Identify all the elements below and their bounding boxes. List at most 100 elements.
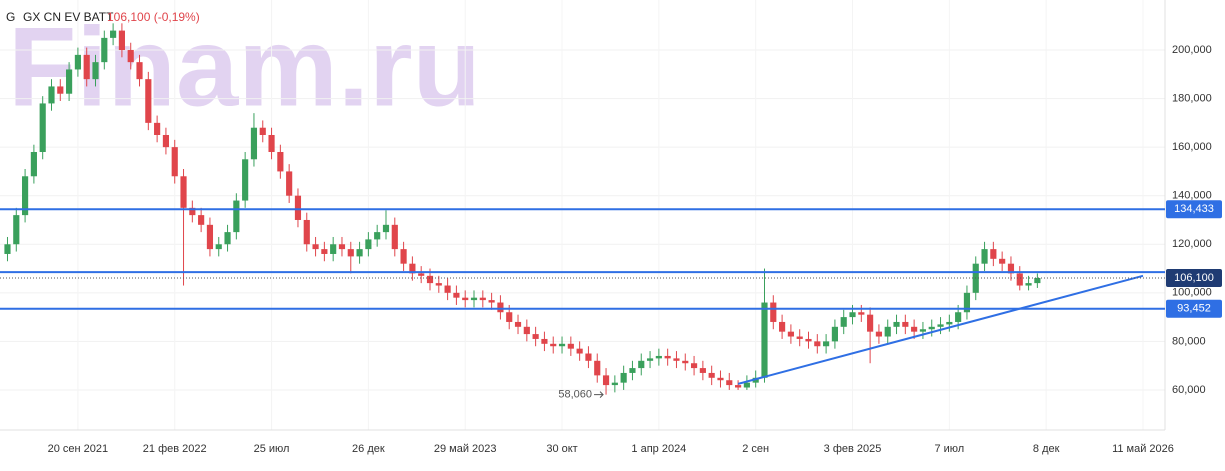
candle-body <box>990 249 997 259</box>
candle-body <box>1016 273 1023 286</box>
candle-body <box>39 103 46 152</box>
x-tick-label: 20 сен 2021 <box>48 443 109 455</box>
candle-body <box>858 312 865 315</box>
candle-body <box>48 86 55 104</box>
candle-body <box>946 321 953 325</box>
x-tick-label: 11 май 2026 <box>1112 443 1174 455</box>
candle-body <box>409 263 416 274</box>
candle-body <box>136 62 143 80</box>
candle-body <box>365 239 372 250</box>
candle-body <box>233 200 240 233</box>
candle-body <box>66 69 73 94</box>
candle-body <box>506 312 513 322</box>
candle-body <box>391 224 398 250</box>
candle-body <box>761 302 768 378</box>
candle-body <box>602 375 610 386</box>
quote: 106,100 (-0,19%) <box>107 10 200 24</box>
symbol: G <box>6 10 15 24</box>
candle-body <box>171 147 178 177</box>
candle-body <box>752 377 759 383</box>
candle-body <box>638 360 645 369</box>
candle-body <box>805 338 812 342</box>
candle-body <box>611 382 618 386</box>
candle-body <box>735 385 742 388</box>
candle-body <box>497 302 504 313</box>
candle-body <box>382 224 390 233</box>
candle-body <box>911 326 918 332</box>
x-tick-label: 29 май 2023 <box>434 443 497 455</box>
candle-body <box>224 232 231 245</box>
candle-body <box>787 331 794 337</box>
candle-body <box>937 324 944 327</box>
last-price-label: 106,100 <box>1174 272 1214 284</box>
candle-body <box>823 341 830 347</box>
candle-body <box>303 219 310 245</box>
candle-body <box>268 134 275 152</box>
candle-body <box>250 127 258 160</box>
x-tick-label: 30 окт <box>546 443 577 455</box>
candle-body <box>206 224 214 250</box>
candle-body <box>717 377 724 381</box>
candle-body <box>779 321 786 332</box>
candle-body <box>620 372 627 383</box>
candle-body <box>743 382 750 388</box>
candle-body <box>576 348 583 354</box>
candle-body <box>955 312 962 322</box>
candle-body <box>699 368 706 373</box>
level-label: 93,452 <box>1177 303 1211 315</box>
candle-body <box>664 355 671 359</box>
candle-body <box>321 249 328 254</box>
candle-body <box>875 331 883 337</box>
candle-body <box>259 127 266 135</box>
candle-body <box>884 326 891 337</box>
candle-body <box>277 151 284 172</box>
candle-body <box>726 380 733 386</box>
candle-body <box>770 302 777 322</box>
candle-body <box>867 314 874 332</box>
candle-body <box>4 244 11 254</box>
candle-body <box>462 297 469 301</box>
x-tick-label: 21 фев 2022 <box>143 443 207 455</box>
candle-body <box>286 171 293 196</box>
candle-body <box>400 249 407 264</box>
candle-body <box>83 54 90 80</box>
candle-body <box>101 37 108 63</box>
candle-body <box>708 372 715 378</box>
candle-body <box>488 300 495 303</box>
candle-body <box>963 292 971 313</box>
candle-body <box>470 297 478 301</box>
x-tick-label: 3 фев 2025 <box>824 443 882 455</box>
low-annotation: 58,060 <box>558 389 592 401</box>
candle-body <box>682 360 689 364</box>
candle-body <box>849 312 856 318</box>
candle-body <box>629 368 636 373</box>
candle-body <box>154 122 161 135</box>
candle-body <box>162 134 170 148</box>
candle-body <box>594 360 601 376</box>
candle-body <box>981 249 988 264</box>
candle-body <box>215 244 222 250</box>
x-tick-label: 7 июл <box>934 443 964 455</box>
candle-body <box>338 244 346 250</box>
x-tick-label: 25 июл <box>254 443 290 455</box>
candle-body <box>646 358 654 361</box>
candle-body <box>180 176 187 208</box>
candle-body <box>893 321 900 327</box>
candle-body <box>840 317 847 327</box>
x-tick-label: 2 сен <box>742 443 769 455</box>
candle-body <box>831 326 838 342</box>
candle-body <box>444 285 451 293</box>
candle-body <box>673 358 680 361</box>
candle-body <box>523 326 530 335</box>
candle-body <box>655 355 662 359</box>
candle-body <box>13 215 20 245</box>
candle-body <box>189 207 196 216</box>
candle-body <box>558 343 566 347</box>
candle-body <box>435 283 442 286</box>
level-label: 134,433 <box>1174 203 1214 215</box>
y-tick-label: 140,000 <box>1172 190 1212 202</box>
level-label-box <box>1166 200 1222 219</box>
instrument-name: GX CN EV BATT <box>23 10 114 24</box>
candle-body <box>585 353 592 361</box>
